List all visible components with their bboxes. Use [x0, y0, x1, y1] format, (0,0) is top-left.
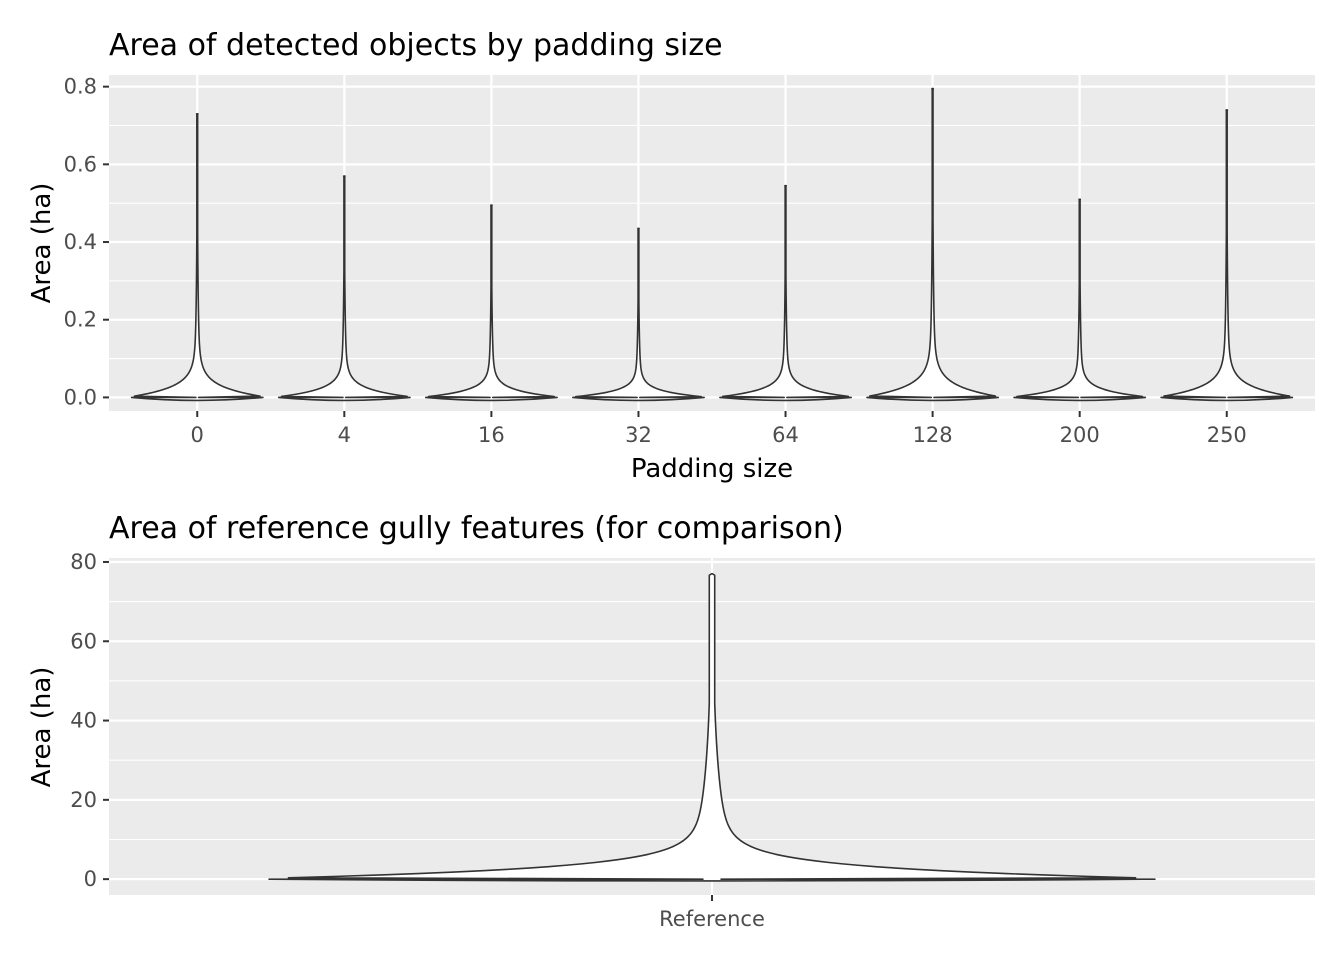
x-tick-label: 16 — [478, 423, 505, 447]
violin-Reference — [268, 573, 1156, 882]
violin-4 — [277, 175, 411, 402]
x-axis: 0 4 16 32 64 128 200 250 — [191, 411, 1247, 447]
y-tick-label: 0.6 — [64, 152, 97, 176]
y-tick-label: 20 — [70, 788, 97, 812]
x-tick-label: Reference — [659, 907, 765, 931]
violin-64 — [719, 184, 852, 402]
y-axis-title: Area (ha) — [27, 183, 57, 304]
x-tick-label: 0 — [191, 423, 204, 447]
y-axis: 0.0 0.2 0.4 0.6 0.8 — [64, 75, 109, 409]
chart-reference: Area of reference gully features (for co… — [27, 511, 1315, 931]
x-axis-title: Padding size — [631, 454, 793, 484]
y-tick-label: 0.2 — [64, 308, 97, 332]
x-tick-label: 32 — [625, 423, 652, 447]
chart-padding-size: Area of detected objects by padding size… — [27, 28, 1315, 484]
violin-32 — [572, 227, 705, 402]
violin-250 — [1160, 109, 1294, 402]
y-tick-label: 0.4 — [64, 230, 97, 254]
chart-title: Area of detected objects by padding size — [109, 28, 723, 63]
x-tick-label: 250 — [1207, 423, 1247, 447]
y-tick-label: 60 — [70, 629, 97, 653]
x-tick-label: 4 — [338, 423, 351, 447]
violin-0 — [130, 113, 264, 402]
violin-128 — [866, 87, 1000, 402]
x-tick-label: 64 — [772, 423, 799, 447]
x-tick-label: 200 — [1060, 423, 1100, 447]
x-tick-label: 128 — [913, 423, 953, 447]
x-axis: Reference — [659, 895, 765, 931]
violin-200 — [1013, 198, 1147, 402]
y-axis-title: Area (ha) — [27, 667, 57, 788]
y-tick-label: 80 — [70, 550, 97, 574]
chart-title: Area of reference gully features (for co… — [109, 511, 844, 546]
violin-16 — [424, 204, 558, 402]
y-tick-label: 0.0 — [64, 385, 97, 409]
y-tick-label: 40 — [70, 709, 97, 733]
y-tick-label: 0 — [84, 867, 97, 891]
violins — [130, 87, 1294, 402]
violins — [268, 573, 1156, 882]
y-axis: 0 20 40 60 80 — [70, 550, 109, 891]
y-tick-label: 0.8 — [64, 75, 97, 99]
